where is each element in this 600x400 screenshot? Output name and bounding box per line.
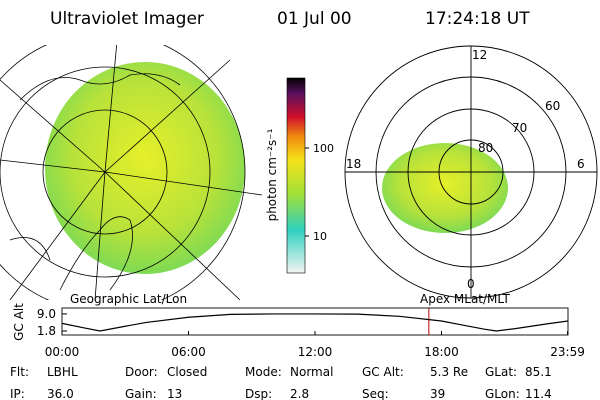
altitude-line [61, 313, 569, 332]
altitude-ylabel: GC Alt [12, 303, 26, 341]
status-label: IP: [10, 387, 25, 400]
status-label: Dsp: [245, 387, 272, 400]
status-label: Gain: [125, 387, 157, 400]
status-value: 11.4 [525, 387, 552, 400]
map-caption: Geographic Lat/Lon [70, 292, 187, 306]
x-tick-label: 12:00 [298, 345, 333, 359]
colorbar-tick-label: 100 [313, 142, 334, 155]
status-label: Mode: [245, 365, 282, 379]
title: Ultraviolet Imager [50, 9, 204, 29]
status-value: Normal [290, 365, 333, 379]
mlt-label: 0 [467, 277, 475, 291]
altitude-frame [61, 307, 569, 336]
y-tick-label: 9.0 [37, 307, 56, 321]
colorbar-tick-label: 10 [313, 230, 327, 243]
status-value: 13 [167, 387, 182, 400]
lat-label: 80 [478, 141, 493, 155]
status: Flt: LBHL Door: Closed Mode: Normal GC Alt: 5.3… [10, 365, 552, 400]
altitude-plot: 9.0 1.8 00:00 06:00 12:00 18:00 23:59 [37, 307, 585, 359]
status-label: Flt: [10, 365, 29, 379]
x-tick-label: 00:00 [45, 345, 80, 359]
colorbar-label: photon cm⁻²s⁻¹ [265, 128, 279, 221]
x-tick-label: 23:59 [550, 345, 585, 359]
colorbar [286, 77, 306, 274]
status-label: Door: [125, 365, 158, 379]
date: 01 Jul 00 [277, 9, 352, 29]
status-label: Seq: [362, 387, 389, 400]
y-tick-label: 1.8 [37, 324, 56, 338]
status-value: 5.3 Re [430, 365, 468, 379]
polar-caption: Apex MLat/MLT [420, 292, 510, 306]
time: 17:24:18 UT [425, 9, 530, 29]
status-label: GLat: [485, 365, 517, 379]
status-value: LBHL [47, 365, 78, 379]
polar-plot [344, 45, 598, 299]
lat-label: 60 [545, 99, 560, 113]
status-value: 85.1 [525, 365, 552, 379]
map [0, 45, 262, 300]
status-label: GC Alt: [362, 365, 404, 379]
status-value: 2.8 [290, 387, 309, 400]
status-value: 36.0 [47, 387, 74, 400]
mlt-label: 18 [346, 157, 361, 171]
status-label: GLon: [485, 387, 520, 400]
mlt-label: 6 [577, 157, 585, 171]
status-value: Closed [167, 365, 207, 379]
lat-label: 70 [512, 121, 527, 135]
status-value: 39 [430, 387, 445, 400]
x-tick-label: 06:00 [171, 345, 206, 359]
mlt-label: 12 [472, 48, 487, 62]
x-tick-label: 18:00 [424, 345, 459, 359]
